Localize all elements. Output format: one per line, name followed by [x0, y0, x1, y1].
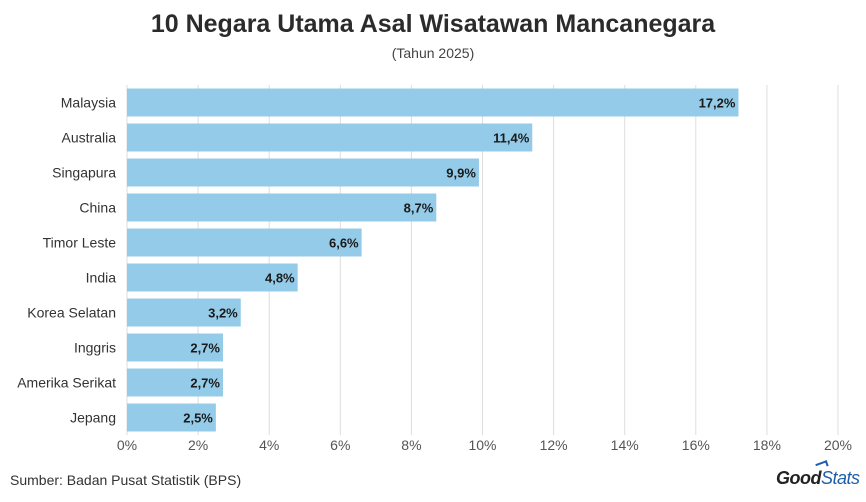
data-label: 4,8% — [265, 271, 295, 286]
bar — [127, 263, 298, 292]
bar — [127, 193, 437, 222]
data-label: 2,7% — [190, 341, 220, 356]
data-label: 2,5% — [183, 411, 213, 426]
logo-stats-text: Stats — [821, 468, 860, 488]
x-tick-label: 2% — [188, 437, 208, 453]
bar — [127, 403, 216, 432]
category-label: Australia — [62, 130, 117, 146]
logo-good-text: Good — [776, 468, 822, 488]
data-label: 6,6% — [329, 236, 359, 251]
source-note: Sumber: Badan Pusat Statistik (BPS) — [10, 472, 242, 488]
bar — [127, 123, 533, 152]
data-label: 9,9% — [446, 166, 476, 181]
x-tick-label: 18% — [753, 437, 781, 453]
category-label: Timor Leste — [43, 235, 117, 251]
x-tick-label: 6% — [330, 437, 350, 453]
category-label: China — [79, 200, 116, 216]
data-label: 2,7% — [190, 376, 220, 391]
category-label: Singapura — [52, 165, 116, 181]
x-tick-label: 12% — [540, 437, 568, 453]
category-labels: Malaysia Australia Singapura China Timor Les… — [17, 95, 116, 426]
category-label: Korea Selatan — [27, 305, 116, 321]
x-tick-label: 0% — [117, 437, 137, 453]
data-label: 3,2% — [208, 306, 238, 321]
x-tick-label: 8% — [401, 437, 421, 453]
bar — [127, 158, 479, 187]
bar — [127, 298, 241, 327]
data-label: 8,7% — [404, 201, 434, 216]
chart-subtitle: (Tahun 2025) — [391, 45, 475, 61]
bars: 17,2% 11,4% 9,9% 8,7% 6,6% 4,8% 3,2% 2,7% 2,7% 2,… — [127, 88, 739, 432]
bar — [127, 88, 739, 117]
x-tick-label: 20% — [824, 437, 852, 453]
x-tick-label: 14% — [611, 437, 639, 453]
category-label: Inggris — [74, 340, 116, 356]
bar — [127, 333, 223, 362]
x-tick-label: 16% — [682, 437, 710, 453]
goodstats-logo: GoodStats — [776, 460, 860, 489]
category-label: India — [86, 270, 117, 286]
data-label: 17,2% — [699, 96, 736, 111]
category-label: Jepang — [70, 410, 116, 426]
bar — [127, 368, 223, 397]
bar — [127, 228, 362, 257]
x-axis-ticks: 0% 2% 4% 6% 8% 10% 12% 14% 16% 18% 20% — [117, 437, 852, 453]
data-label: 11,4% — [493, 131, 530, 146]
category-label: Amerika Serikat — [17, 375, 116, 391]
x-tick-label: 10% — [468, 437, 496, 453]
x-tick-label: 4% — [259, 437, 279, 453]
chart-title: 10 Negara Utama Asal Wisatawan Mancanega… — [150, 10, 716, 38]
category-label: Malaysia — [61, 95, 116, 111]
